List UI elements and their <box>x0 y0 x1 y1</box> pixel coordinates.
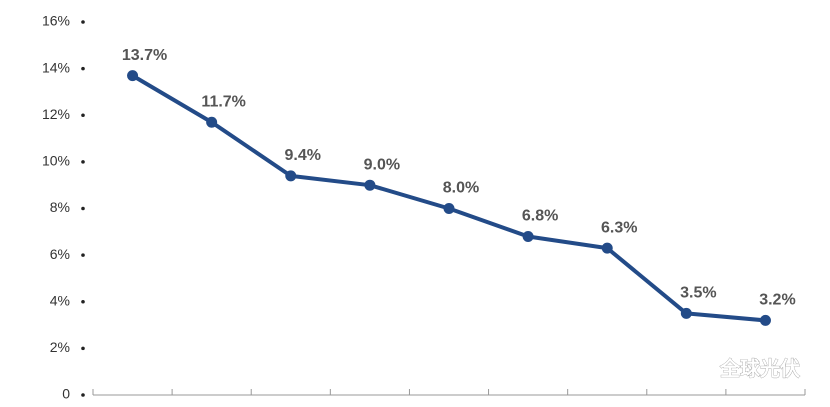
y-tick-label: 4% <box>50 292 70 308</box>
point <box>759 314 771 326</box>
y-tick-mark <box>81 253 85 257</box>
point <box>443 203 455 214</box>
y-tick-label: 14% <box>42 59 70 75</box>
y-tick-mark <box>81 20 85 24</box>
point <box>206 116 218 128</box>
y-tick-label: 12% <box>42 106 70 122</box>
y-tick-label: 0 <box>62 386 70 402</box>
y-tick-mark <box>81 393 85 397</box>
point <box>522 230 534 242</box>
y-tick-label: 2% <box>50 339 70 355</box>
value-label: 11.7% <box>201 93 245 110</box>
value-label: 3.5% <box>680 285 716 302</box>
point <box>127 70 139 82</box>
y-tick-mark <box>81 113 85 118</box>
point <box>680 307 692 319</box>
y-tick-label: 8% <box>50 199 70 215</box>
value-label: 9.0% <box>364 156 400 173</box>
y-tick-mark <box>81 346 85 351</box>
point <box>364 179 376 191</box>
y-tick-label: 16% <box>42 13 70 29</box>
y-tick-label: 6% <box>50 246 70 262</box>
point <box>285 170 297 182</box>
y-tick-label: 10% <box>42 153 70 169</box>
value-label: 8.0% <box>443 180 479 197</box>
watermark: 全球光伏 <box>719 356 800 380</box>
y-tick-mark <box>81 66 85 71</box>
line <box>131 73 766 323</box>
value-label: 6.3% <box>601 219 637 236</box>
point <box>601 242 613 254</box>
value-label: 6.8% <box>522 208 558 225</box>
value-label: 9.4% <box>285 147 321 164</box>
y-tick-mark <box>81 160 85 164</box>
value-label: 3.2% <box>759 292 795 309</box>
y-tick-mark <box>81 299 85 304</box>
value-label: 13.7% <box>122 47 167 64</box>
y-tick-mark <box>81 206 85 211</box>
